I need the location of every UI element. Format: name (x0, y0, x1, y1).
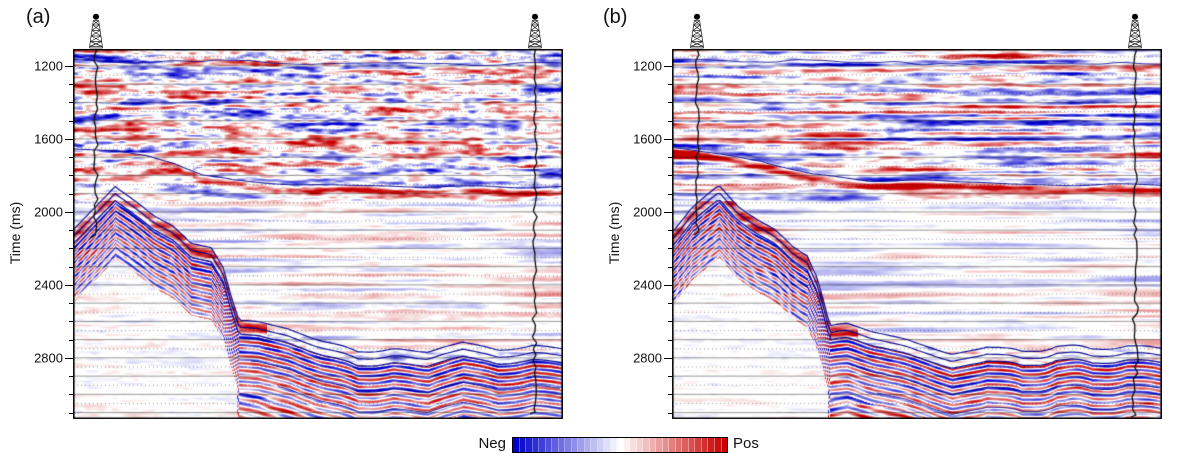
colorbar-segment (714, 438, 722, 452)
colorbar-gradient (512, 437, 728, 453)
colorbar-segment (558, 438, 566, 452)
minor-tick-mark (69, 157, 73, 159)
minor-tick-mark (69, 376, 73, 378)
y-tick-label: 2800 (633, 350, 662, 366)
minor-tick-mark (668, 248, 672, 250)
colorbar-segment (649, 438, 657, 452)
colorbar-segment (675, 438, 683, 452)
colorbar-segment (513, 438, 520, 452)
colorbar-segment (682, 438, 689, 452)
colorbar-segment (669, 438, 676, 452)
colorbar-segment (532, 438, 540, 452)
minor-tick-mark (69, 321, 73, 323)
minor-tick-mark (69, 339, 73, 341)
colorbar-segment (695, 438, 702, 452)
minor-tick-mark (668, 102, 672, 104)
minor-tick-mark (668, 321, 672, 323)
colorbar-segment (584, 438, 592, 452)
major-tick-mark (65, 284, 73, 286)
minor-tick-mark (69, 394, 73, 396)
seismic-section-panel (672, 49, 1162, 419)
colorbar-segment (545, 438, 553, 452)
minor-tick-mark (668, 84, 672, 86)
colorbar-segment (604, 438, 611, 452)
oil-derrick-icon (524, 12, 546, 50)
colorbar-segment (591, 438, 598, 452)
minor-tick-mark (69, 230, 73, 232)
minor-tick-mark (668, 266, 672, 268)
minor-tick-mark (69, 266, 73, 268)
major-tick-mark (664, 138, 672, 140)
minor-tick-mark (668, 303, 672, 305)
oil-derrick-icon (85, 12, 107, 50)
oil-derrick-icon (686, 12, 708, 50)
colorbar-segment (578, 438, 585, 452)
y-tick-label: 1600 (34, 131, 63, 147)
minor-tick-mark (668, 193, 672, 195)
colorbar-segment (565, 438, 572, 452)
colorbar-pos-label: Pos (733, 435, 759, 452)
colorbar-segment (643, 438, 650, 452)
y-tick-label: 1600 (633, 131, 662, 147)
minor-tick-mark (69, 84, 73, 86)
major-tick-mark (664, 357, 672, 359)
colorbar-neg-label: Neg (478, 435, 506, 452)
minor-tick-mark (668, 339, 672, 341)
colorbar-segment (597, 438, 605, 452)
colorbar-segment (610, 438, 618, 452)
colorbar-segment (617, 438, 624, 452)
minor-tick-mark (69, 175, 73, 177)
colorbar-segment (708, 438, 715, 452)
colorbar-segment (552, 438, 559, 452)
minor-tick-mark (69, 193, 73, 195)
colorbar-segment (526, 438, 533, 452)
colorbar-segment (571, 438, 579, 452)
colorbar-segment (662, 438, 670, 452)
y-tick-label: 2800 (34, 350, 63, 366)
colorbar-segment (623, 438, 631, 452)
minor-tick-mark (69, 303, 73, 305)
y-tick-label: 2400 (34, 277, 63, 293)
oil-derrick-icon (1124, 12, 1146, 50)
minor-tick-mark (69, 120, 73, 122)
major-tick-mark (664, 211, 672, 213)
y-tick-label: 2400 (633, 277, 662, 293)
y-tick-label: 2000 (633, 204, 662, 220)
major-tick-mark (65, 357, 73, 359)
major-tick-mark (65, 138, 73, 140)
colorbar-segment (688, 438, 696, 452)
minor-tick-mark (69, 412, 73, 414)
minor-tick-mark (668, 157, 672, 159)
minor-tick-mark (69, 248, 73, 250)
colorbar-segment (519, 438, 527, 452)
colorbar-segment (721, 438, 728, 452)
major-tick-mark (664, 284, 672, 286)
major-tick-mark (664, 65, 672, 67)
panel-b-label: (b) (603, 6, 628, 28)
y-tick-label: 2000 (34, 204, 63, 220)
colorbar-segment (539, 438, 546, 452)
minor-tick-mark (668, 394, 672, 396)
seismic-section-panel (73, 49, 563, 419)
seismic-image (672, 49, 1162, 419)
y-tick-label: 1200 (633, 58, 662, 74)
minor-tick-mark (668, 376, 672, 378)
major-tick-mark (65, 65, 73, 67)
minor-tick-mark (668, 412, 672, 414)
minor-tick-mark (668, 120, 672, 122)
minor-tick-mark (668, 175, 672, 177)
panel-a-label: (a) (26, 6, 51, 28)
minor-tick-mark (69, 102, 73, 104)
colorbar-segment (636, 438, 644, 452)
colorbar-segment (656, 438, 663, 452)
seismic-image (73, 49, 563, 419)
y-tick-label: 1200 (34, 58, 63, 74)
minor-tick-mark (668, 230, 672, 232)
colorbar-segment (701, 438, 709, 452)
colorbar-segment (630, 438, 637, 452)
major-tick-mark (65, 211, 73, 213)
